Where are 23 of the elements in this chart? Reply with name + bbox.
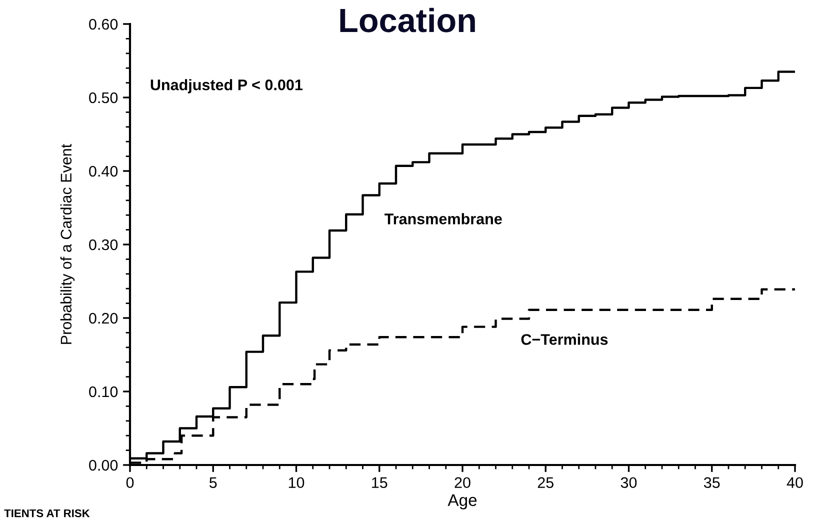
x-tick-label: 40 <box>786 477 803 488</box>
x-tick-label: 20 <box>454 477 470 488</box>
x-tick-label: 35 <box>704 477 720 488</box>
x-tick-label: 0 <box>126 477 134 488</box>
x-tick-label: 25 <box>538 477 554 488</box>
y-tick-label: 0.50 <box>89 92 118 104</box>
annotation: Unadjusted P < 0.001 <box>150 79 303 94</box>
y-tick-label: 0.20 <box>89 312 118 324</box>
x-tick-label: 30 <box>620 477 637 488</box>
y-tick-label: 0.00 <box>89 460 118 471</box>
x-axis-title: Age <box>448 494 477 510</box>
y-axis-title: Probability of a Cardiac Event <box>60 144 75 344</box>
y-tick-label: 0.40 <box>89 166 118 177</box>
y-tick-label: 0.60 <box>89 18 118 30</box>
chart-title: Location <box>340 8 475 32</box>
x-tick-label: 10 <box>288 477 304 488</box>
series-label: Transmembrane <box>384 213 502 224</box>
x-tick-label: 15 <box>372 477 388 488</box>
series-label: C−Terminus <box>521 334 608 345</box>
y-tick-label: 0.30 <box>89 239 118 250</box>
text: TIENTS AT RISK <box>4 509 90 518</box>
y-tick-label: 0.10 <box>89 386 118 398</box>
x-tick-label: 5 <box>209 477 217 488</box>
